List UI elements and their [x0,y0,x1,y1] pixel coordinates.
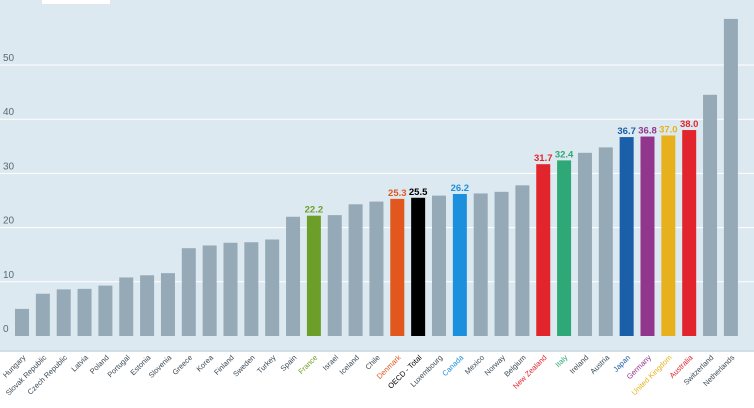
bar-poland [98,285,113,336]
data-labels: 22.2 25.3 25.5 26.2 31.7 32.4 36.7 36.8 37.0 38.0 [305,119,699,216]
bar-korea [202,245,217,336]
data-label-canada: 26.2 [451,183,470,194]
bar-belgium [515,185,530,336]
data-label-japan: 36.7 [617,126,636,137]
bar-sweden [244,242,259,336]
category-label: Iceland [338,353,361,376]
bar-new-zealand [536,164,551,336]
data-label-new-zealand: 31.7 [534,153,553,164]
bar-estonia [140,275,155,336]
bar-united-kingdom [661,135,676,336]
data-label-italy: 32.4 [555,149,574,160]
y-tick-label: 10 [3,270,15,281]
bar-luxembourg [432,195,446,336]
bar-spain [286,216,301,336]
bar-chile [369,201,384,336]
bar-israel [327,215,342,336]
data-label-france: 22.2 [305,205,324,216]
bar-netherlands [723,18,738,337]
bar-australia [682,130,697,336]
bar-finland [223,242,238,336]
y-tick-label: 0 [3,324,9,335]
bar-latvia [77,288,92,336]
bar-germany [640,136,655,336]
data-label-denmark: 25.3 [388,188,407,199]
bar-canada [452,193,467,336]
bar-ireland [577,152,592,336]
category-label: Canada [440,352,466,378]
category-label: Chile [363,353,381,371]
bar-mexico [473,193,488,336]
data-label-oecd-total: 25.5 [409,187,428,198]
category-label: Greece [170,353,194,377]
bar-slovak-republic [35,293,50,336]
category-label: Portugal [106,353,132,379]
data-label-united-kingdom: 37.0 [659,124,678,135]
category-label: Austria [588,352,611,375]
bar-austria [598,147,613,336]
category-label: Italy [553,353,569,369]
category-label: France [296,353,319,376]
category-label: Sweden [231,353,257,379]
bar-czech-republic [56,289,71,336]
data-label-germany: 36.8 [638,126,657,137]
y-tick-label: 50 [3,53,15,64]
category-label: Ireland [568,353,591,376]
top-tab [42,0,110,4]
bar-japan [619,137,634,336]
bar-iceland [348,204,363,336]
bar-turkey [265,239,280,336]
bar-portugal [119,277,134,336]
data-label-australia: 38.0 [680,119,699,130]
bar-switzerland [703,94,718,336]
category-label: Slovenia [147,352,174,379]
category-label: Turkey [255,353,278,376]
bar-greece [181,248,196,336]
bar-denmark [390,198,405,336]
bar-hungary [15,308,29,336]
y-tick-label: 30 [3,161,15,172]
bar-norway [494,191,509,336]
bars [15,18,738,337]
y-tick-label: 20 [3,216,15,227]
y-tick-label: 40 [3,107,15,118]
bar-france [306,215,321,336]
y-axis-ticks: 0 10 20 30 40 50 [3,53,15,335]
category-label: Mexico [463,353,486,376]
bar-slovenia [160,273,175,336]
bar-oecd-total [411,197,426,336]
bar-italy [557,160,572,336]
